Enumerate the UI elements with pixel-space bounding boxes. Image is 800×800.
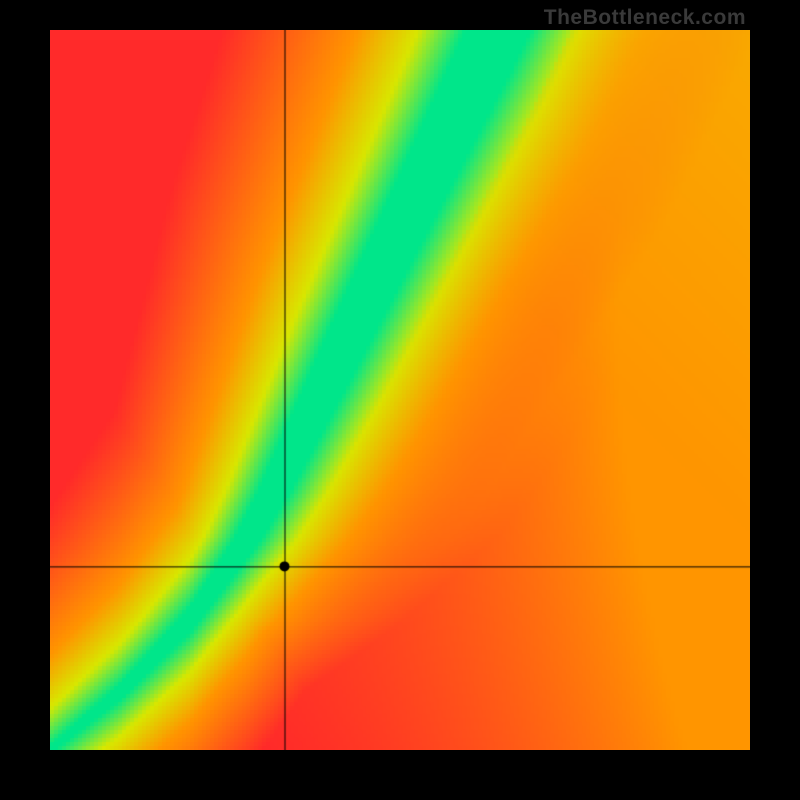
bottleneck-heatmap-chart: TheBottleneck.com xyxy=(0,0,800,800)
plot-area xyxy=(50,30,750,750)
heatmap-canvas xyxy=(50,30,750,750)
watermark-text: TheBottleneck.com xyxy=(544,6,746,30)
